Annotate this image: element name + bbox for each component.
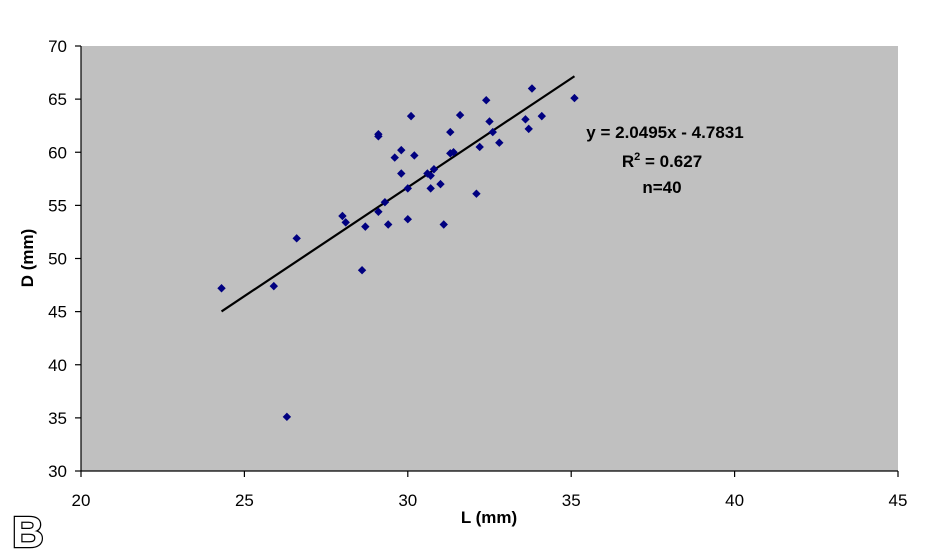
- panel-label: B: [12, 508, 44, 557]
- x-tick-label: 40: [725, 491, 744, 510]
- y-tick-label: 30: [48, 462, 67, 481]
- y-tick-label: 65: [48, 90, 67, 109]
- plot-area: [81, 46, 898, 471]
- sample-size-label: n=40: [642, 178, 681, 197]
- regression-equation: y = 2.0495x - 4.7831: [586, 123, 743, 142]
- y-tick-label: 60: [48, 143, 67, 162]
- y-tick-label: 35: [48, 409, 67, 428]
- x-axis-title: L (mm): [461, 508, 517, 527]
- y-tick-label: 70: [48, 37, 67, 56]
- x-tick-label: 30: [398, 491, 417, 510]
- y-tick-label: 55: [48, 196, 67, 215]
- y-tick-label: 50: [48, 250, 67, 269]
- y-tick-label: 45: [48, 303, 67, 322]
- y-tick-label: 40: [48, 356, 67, 375]
- y-axis-title: D (mm): [18, 229, 37, 288]
- x-tick-label: 25: [235, 491, 254, 510]
- x-tick-label: 20: [72, 491, 91, 510]
- x-tick-label: 45: [889, 491, 908, 510]
- r-squared-prefix: R: [622, 152, 634, 171]
- x-tick-label: 35: [562, 491, 581, 510]
- r-squared-label: R2 = 0.627: [622, 151, 702, 171]
- r-squared-value: = 0.627: [640, 152, 702, 171]
